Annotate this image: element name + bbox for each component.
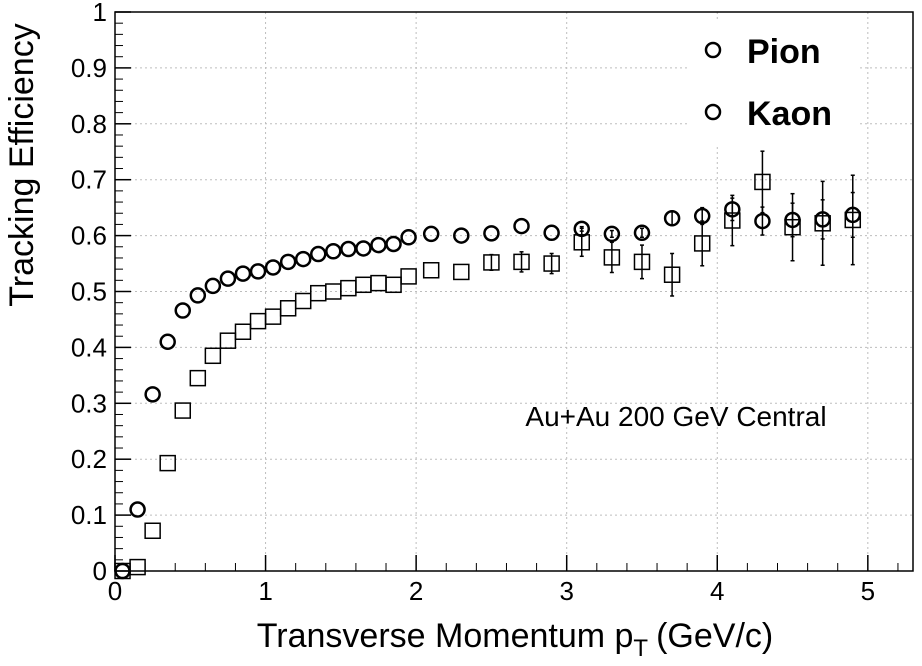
data-point bbox=[129, 501, 146, 518]
y-tick-label: 0.3 bbox=[71, 388, 107, 418]
data-point bbox=[603, 225, 621, 243]
y-tick-label: 0.5 bbox=[71, 277, 107, 307]
data-point bbox=[204, 347, 222, 365]
data-point bbox=[422, 262, 440, 279]
data-point bbox=[189, 287, 207, 304]
annotation-text: Au+Au 200 GeV Central bbox=[525, 401, 826, 432]
x-tick-label: 4 bbox=[710, 576, 724, 606]
data-point bbox=[159, 333, 176, 351]
x-tick-label: 5 bbox=[861, 576, 875, 606]
legend-box bbox=[690, 22, 860, 146]
y-tick-label: 0.8 bbox=[71, 109, 107, 139]
series-kaon bbox=[114, 150, 862, 580]
x-tick-label: 2 bbox=[409, 576, 423, 606]
data-point bbox=[159, 454, 176, 472]
data-point bbox=[325, 243, 342, 260]
data-point bbox=[513, 253, 530, 271]
data-point bbox=[663, 266, 681, 283]
y-tick-label: 0.1 bbox=[71, 500, 107, 530]
data-point bbox=[264, 308, 282, 325]
data-point bbox=[174, 402, 192, 419]
y-tick-label: 0 bbox=[93, 556, 107, 586]
x-axis-title-unit: (GeV/c) bbox=[656, 617, 773, 655]
data-point bbox=[264, 259, 282, 276]
y-tick-label: 0.6 bbox=[71, 221, 107, 251]
x-axis-title: Transverse Momentum pT (GeV/c) bbox=[257, 617, 773, 662]
data-point bbox=[724, 212, 741, 229]
axis-titles: Transverse Momentum pT (GeV/c) Tracking E… bbox=[3, 23, 773, 662]
data-point bbox=[603, 249, 621, 266]
data-point bbox=[663, 210, 681, 227]
data-point bbox=[144, 386, 161, 403]
data-point bbox=[204, 277, 222, 295]
data-point bbox=[400, 268, 417, 285]
data-point bbox=[573, 234, 591, 251]
data-point bbox=[189, 369, 207, 387]
data-point bbox=[453, 263, 470, 281]
legend-label: Kaon bbox=[747, 95, 832, 133]
axes: 0 0.1 0.2 0.3 0.4 0.5 0.6 0.7 0.8 0.9 1 0 1 2 3 4 5 bbox=[71, 0, 899, 606]
legend-marker bbox=[704, 41, 722, 59]
x-tick-label: 0 bbox=[108, 576, 122, 606]
data-point bbox=[543, 224, 560, 242]
data-point bbox=[174, 302, 192, 319]
x-tick-label: 3 bbox=[559, 576, 573, 606]
legend-marker bbox=[704, 103, 722, 121]
data-point bbox=[543, 255, 560, 272]
data-point bbox=[219, 332, 237, 349]
grid bbox=[115, 12, 913, 571]
data-point bbox=[234, 265, 252, 282]
legend-label: Pion bbox=[747, 33, 821, 71]
data-point bbox=[693, 235, 711, 252]
data-point bbox=[754, 212, 771, 230]
data-point bbox=[453, 227, 470, 244]
data-point bbox=[249, 263, 267, 280]
data-point bbox=[294, 250, 312, 268]
legend: Pion Kaon bbox=[690, 22, 860, 146]
y-tick-label: 0.4 bbox=[71, 332, 107, 362]
data-point bbox=[234, 323, 252, 340]
data-point bbox=[483, 254, 500, 271]
data-point bbox=[633, 253, 651, 271]
data-point bbox=[400, 229, 417, 246]
data-point bbox=[422, 225, 440, 243]
x-axis-title-subscript: T bbox=[633, 635, 648, 662]
y-axis-title: Tracking Efficiency bbox=[3, 23, 41, 306]
data-layer bbox=[114, 150, 862, 580]
data-point bbox=[370, 236, 387, 254]
y-tick-label: 0.9 bbox=[71, 53, 107, 83]
y-tick-label: 1 bbox=[93, 0, 107, 27]
data-point bbox=[754, 173, 771, 191]
data-point bbox=[385, 276, 402, 294]
data-point bbox=[844, 211, 862, 229]
data-point bbox=[784, 218, 801, 236]
y-tick-label: 0.2 bbox=[71, 444, 107, 474]
data-point bbox=[814, 215, 831, 232]
data-point bbox=[219, 270, 237, 287]
data-point bbox=[483, 225, 500, 242]
data-point bbox=[310, 245, 327, 263]
x-tick-label: 1 bbox=[258, 576, 272, 606]
data-point bbox=[279, 253, 297, 271]
data-point bbox=[513, 217, 530, 235]
data-point bbox=[340, 240, 357, 258]
data-point bbox=[144, 522, 161, 540]
y-tick-label: 0.7 bbox=[71, 165, 107, 195]
data-point bbox=[385, 235, 402, 253]
data-point bbox=[355, 240, 372, 257]
data-point bbox=[633, 224, 651, 242]
